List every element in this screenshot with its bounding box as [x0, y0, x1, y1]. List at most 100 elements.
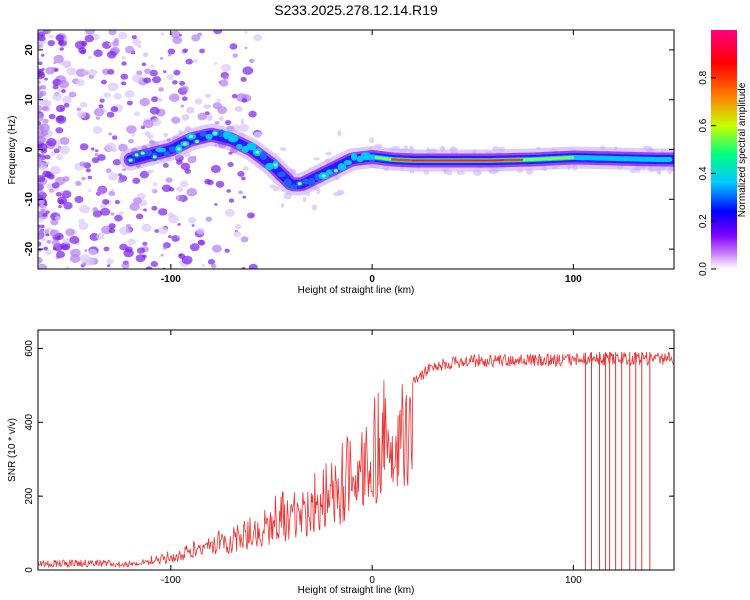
noise-blob [112, 148, 118, 153]
noise-blob [253, 131, 262, 139]
noise-blob [186, 106, 195, 114]
noise-blob [141, 223, 152, 232]
noise-blob [160, 32, 165, 36]
noise-blob [55, 127, 64, 134]
noise-blob [162, 163, 169, 168]
noise-blob [149, 106, 160, 115]
noise-blob [81, 262, 87, 267]
noise-blob [85, 168, 91, 173]
noise-blob [246, 212, 255, 219]
noise-blob [59, 145, 71, 155]
noise-blob [108, 190, 116, 197]
noise-blob [63, 201, 73, 210]
ridge-blob [163, 151, 170, 157]
noise-blob [192, 155, 197, 159]
noise-blob [110, 106, 119, 113]
noise-blob [248, 110, 257, 118]
noise-blob [199, 48, 205, 54]
noise-blob [42, 30, 51, 35]
noise-blob [233, 231, 242, 238]
noise-blob [56, 250, 66, 259]
noise-blob [181, 85, 189, 92]
noise-blob [99, 98, 105, 103]
noise-blob [53, 148, 60, 154]
y-tick-label: 20 [24, 44, 35, 56]
noise-blob [110, 188, 115, 192]
noise-blob [59, 47, 64, 51]
noise-blob [92, 210, 103, 218]
snr-dropouts [584, 352, 651, 570]
noise-blob [92, 207, 99, 212]
noise-blob [188, 216, 197, 224]
noise-blob [70, 248, 81, 258]
noise-blob [181, 114, 190, 121]
noise-blob [158, 226, 169, 235]
noise-blob [92, 126, 103, 134]
noise-blob [207, 114, 213, 121]
noise-blob [38, 224, 41, 229]
noise-blob [47, 174, 55, 180]
colorbar-tick-label: 0.8 [698, 70, 709, 84]
noise-blob [242, 66, 254, 75]
noise-blob [38, 113, 45, 119]
noise-blob [139, 97, 150, 107]
ridge-blob [277, 171, 286, 178]
noise-blob [62, 237, 71, 245]
noise-blob [178, 253, 182, 257]
ridge-blob [343, 159, 353, 166]
noise-blob [205, 216, 213, 222]
ridge-blob [308, 177, 316, 187]
noise-blob [145, 266, 153, 269]
noise-blob [159, 57, 164, 60]
noise-blob [62, 244, 69, 250]
noise-blob [121, 81, 127, 86]
noise-blob [150, 64, 155, 68]
ridge-blob [195, 140, 199, 144]
noise-blob [38, 121, 42, 126]
noise-blob [43, 246, 49, 251]
noise-blob [123, 248, 134, 258]
noise-blob [224, 208, 235, 217]
noise-blob [134, 111, 141, 117]
noise-blob [204, 178, 212, 185]
noise-blob [61, 190, 72, 199]
noise-blob [219, 79, 229, 87]
noise-blob [210, 263, 217, 269]
noise-blob [45, 249, 52, 256]
noise-blob [181, 255, 193, 265]
noise-blob [82, 69, 91, 76]
noise-blob [192, 59, 198, 63]
noise-blob [136, 70, 143, 76]
x-tick-label: 0 [369, 274, 375, 285]
noise-blob [58, 40, 64, 46]
noise-blob [78, 218, 86, 224]
noise-blob [214, 120, 220, 125]
noise-blob [207, 259, 215, 265]
noise-blob [54, 216, 62, 222]
x-tick-label: 100 [565, 575, 582, 586]
ridge-blob [217, 129, 225, 138]
ridge-blob [297, 182, 302, 186]
noise-blob [103, 92, 111, 99]
noise-blob [97, 154, 106, 161]
noise-blob [62, 95, 72, 104]
colorbar-ticks: 0.0 0.2 0.4 0.6 0.8 [698, 70, 716, 276]
noise-blob [41, 238, 46, 242]
noise-blob [214, 203, 218, 206]
noise-blob [42, 213, 48, 217]
noise-blob [84, 34, 94, 43]
noise-blob [100, 207, 111, 216]
noise-blob [53, 54, 64, 64]
noise-blob [51, 182, 60, 189]
noise-blob [168, 214, 179, 224]
noise-blob [179, 34, 183, 37]
noise-blob [240, 76, 247, 82]
noise-blob [48, 188, 54, 193]
noise-blob [135, 254, 146, 263]
ridge-blob [350, 152, 358, 161]
noise-blob [81, 176, 86, 181]
ridge-blob [301, 178, 310, 185]
colorbar-gradient [711, 30, 737, 269]
noise-blob [161, 184, 172, 193]
